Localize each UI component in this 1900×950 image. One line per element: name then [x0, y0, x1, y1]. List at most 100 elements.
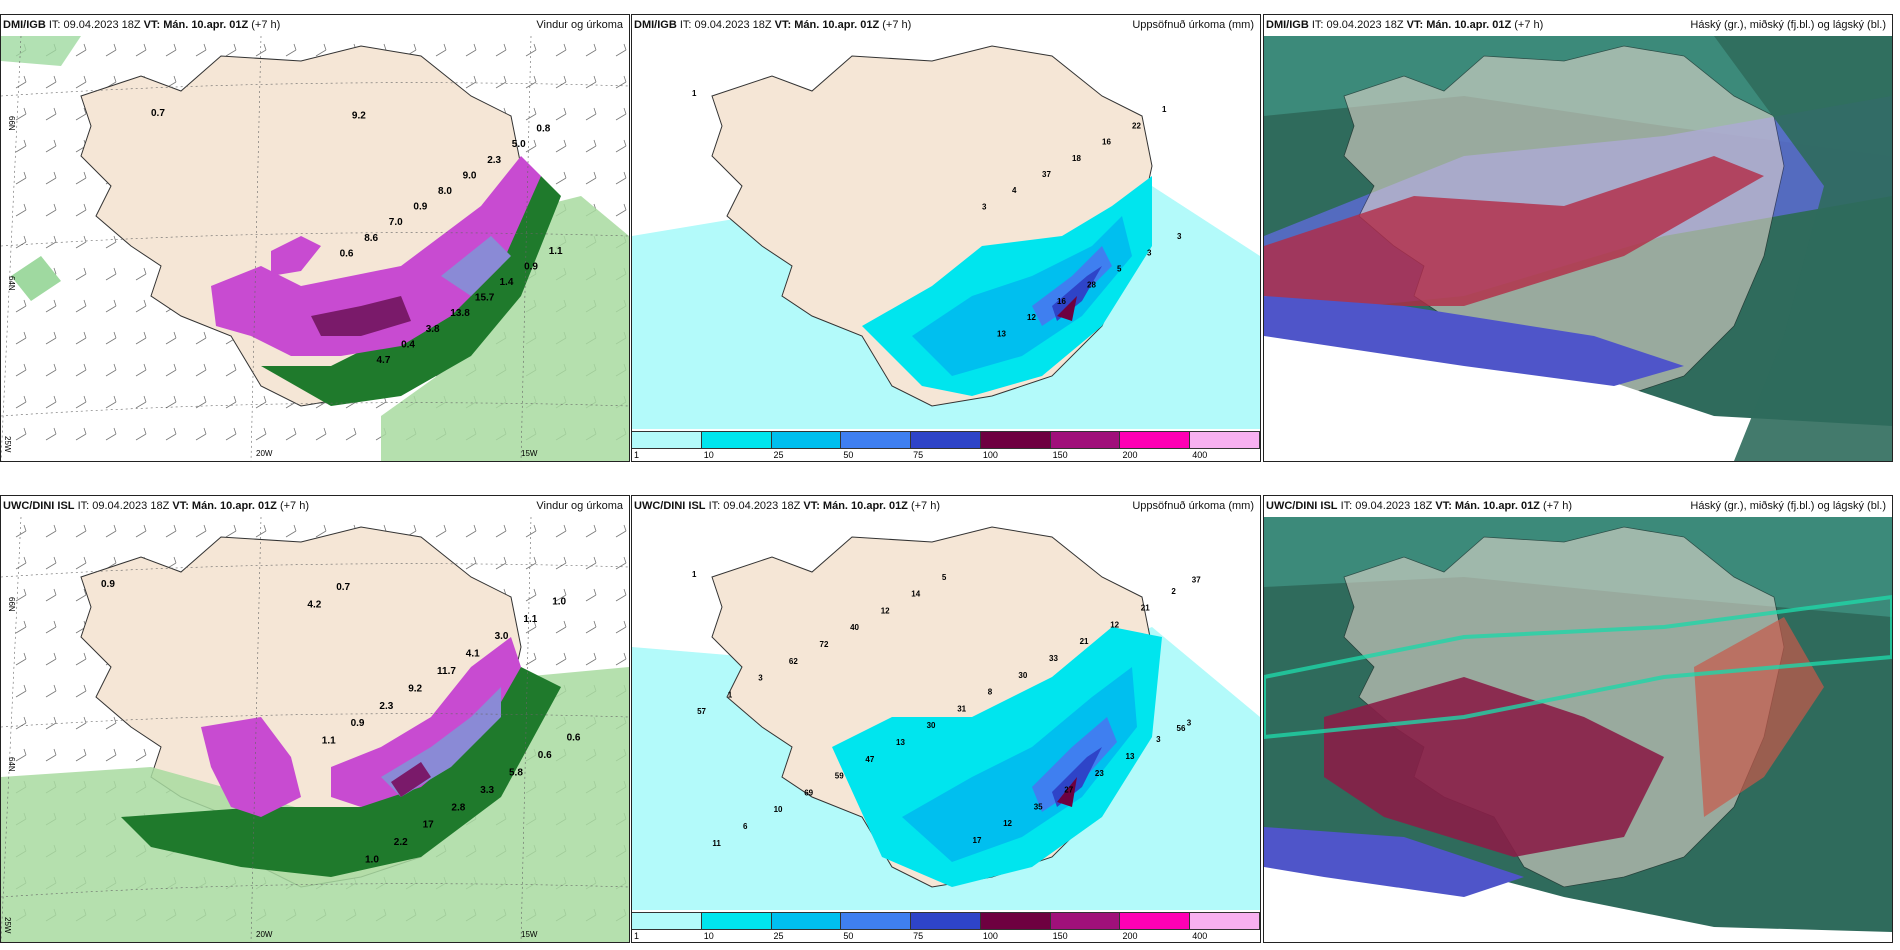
lead-time: (+7 h)	[251, 19, 281, 31]
model-name: UWC/DINI ISL	[3, 500, 75, 512]
colorbar-swatch	[1049, 912, 1121, 930]
wind-barb	[495, 524, 507, 538]
precip-shading	[1057, 296, 1077, 321]
precip-shading	[1052, 266, 1102, 321]
value-label: 0.6	[538, 750, 552, 761]
wind-barb	[285, 427, 297, 441]
wind-barb	[135, 299, 147, 313]
precip-map[interactable]: 1323211312232127333530128173153014131247…	[632, 517, 1260, 942]
colorbar-tick-label: 200	[1122, 931, 1138, 941]
wind-barb	[195, 427, 207, 441]
wind-barb	[45, 331, 57, 345]
value-label: 1.0	[552, 596, 566, 607]
wind-barb	[555, 171, 567, 185]
wind-barb	[45, 620, 57, 634]
wind-barb	[345, 427, 357, 441]
wind-map[interactable]: 0.9 0.6 1.0 0.6 1.1 5.8 3.0 3.3 4.1 2.8 11.7 17 9.2 2…	[1, 517, 629, 942]
colorbar-swatch	[979, 431, 1051, 449]
value-label: 2.3	[487, 155, 501, 166]
value-label: 10	[774, 805, 783, 814]
value-label: 3	[1177, 232, 1182, 241]
product-title: Vindur og úrkoma	[536, 500, 623, 512]
panel-dmi-cloud: DMI/IGB IT: 09.04.2023 18Z VT: Mán. 10.a…	[1263, 14, 1893, 462]
wind-barb	[555, 620, 567, 634]
value-label: 5.8	[509, 768, 523, 779]
valid-time-label: VT:	[1435, 500, 1452, 512]
panel-uwc-cloud: UWC/DINI ISL IT: 09.04.2023 18Z VT: Mán.…	[1263, 495, 1893, 943]
init-time: IT: 09.04.2023 18Z	[708, 500, 801, 512]
wind-barb	[105, 331, 117, 345]
wind-map[interactable]: 0.7 1.1 0.8 0.9 5.0 1.4 2.3 15.7 9.0 13.8 8.0 3.8 0.…	[1, 36, 629, 461]
value-label: 5	[1117, 265, 1122, 274]
wind-barb	[555, 139, 567, 153]
wind-barb	[555, 43, 567, 57]
value-label: 0.9	[101, 579, 115, 590]
value-label: 11	[712, 839, 721, 848]
cloud-shading	[1264, 594, 1892, 740]
model-name: UWC/DINI ISL	[1266, 500, 1338, 512]
value-label: 0.6	[567, 733, 581, 744]
value-label: 13	[1126, 752, 1135, 761]
colorbar-swatch	[770, 431, 842, 449]
product-title: Uppsöfnuð úrkoma (mm)	[1132, 19, 1254, 31]
wind-barb	[615, 588, 627, 602]
valid-time: Mán. 10.apr. 01Z	[163, 19, 249, 31]
value-label: 3	[1187, 718, 1192, 727]
wind-barb	[435, 43, 447, 57]
value-label: 27	[1064, 786, 1073, 795]
precip-shading	[441, 236, 511, 296]
value-label: 0.9	[351, 718, 365, 729]
value-label: 5.0	[512, 139, 526, 150]
precip-shading	[391, 762, 431, 797]
wind-barb	[525, 107, 537, 121]
lead-time: (+7 h)	[1514, 19, 1544, 31]
valid-time: Mán. 10.apr. 01Z	[822, 500, 908, 512]
valid-time-label: VT:	[774, 19, 792, 31]
product-title: Háský (gr.), miðský (fj.bl.) og lágský (…	[1690, 500, 1886, 512]
value-label: 23	[1095, 769, 1104, 778]
value-label: 14	[911, 590, 920, 599]
wind-barb	[105, 427, 117, 441]
wind-barb	[135, 748, 147, 762]
valid-time-label: VT:	[143, 19, 161, 31]
value-label: 28	[1087, 281, 1096, 290]
wind-barb	[285, 43, 297, 57]
wind-barb	[225, 427, 237, 441]
wind-barb	[585, 620, 597, 634]
value-label: 2	[1171, 587, 1176, 596]
value-label: 69	[804, 788, 813, 797]
wind-barb	[75, 299, 87, 313]
value-label: 33	[1049, 654, 1058, 663]
panel-dmi-precip: DMI/IGB IT: 09.04.2023 18Z VT: Mán. 10.a…	[631, 14, 1261, 462]
value-label: 37	[1042, 170, 1051, 179]
cloud-map[interactable]	[1264, 36, 1892, 461]
value-label: 1	[1162, 105, 1167, 114]
wind-barb	[105, 235, 117, 249]
wind-barb	[495, 75, 507, 89]
wind-barb	[75, 556, 87, 570]
wind-barb	[585, 139, 597, 153]
panel-header: UWC/DINI ISL IT: 09.04.2023 18Z VT: Mán.…	[632, 496, 1260, 517]
value-label: 17	[973, 836, 982, 845]
cloud-map[interactable]	[1264, 517, 1892, 942]
colorbar-swatch	[979, 912, 1051, 930]
value-label: 0.8	[536, 124, 550, 135]
wind-barb	[45, 524, 57, 538]
wind-barb	[255, 524, 267, 538]
wind-barb	[15, 588, 27, 602]
value-label: 30	[1018, 671, 1027, 680]
wind-barb	[615, 43, 627, 57]
value-label: 6	[743, 822, 748, 831]
colorbar-swatch	[700, 912, 772, 930]
lat-label: 66N	[7, 597, 16, 612]
wind-barb	[105, 524, 117, 538]
wind-barb	[105, 363, 117, 377]
value-label: 12	[1027, 313, 1036, 322]
cloud-shading	[1264, 296, 1684, 386]
value-label: 12	[881, 606, 890, 615]
wind-barb	[615, 203, 627, 217]
wind-barb	[45, 235, 57, 249]
value-label: 9.0	[463, 170, 477, 181]
wind-barb	[465, 524, 477, 538]
